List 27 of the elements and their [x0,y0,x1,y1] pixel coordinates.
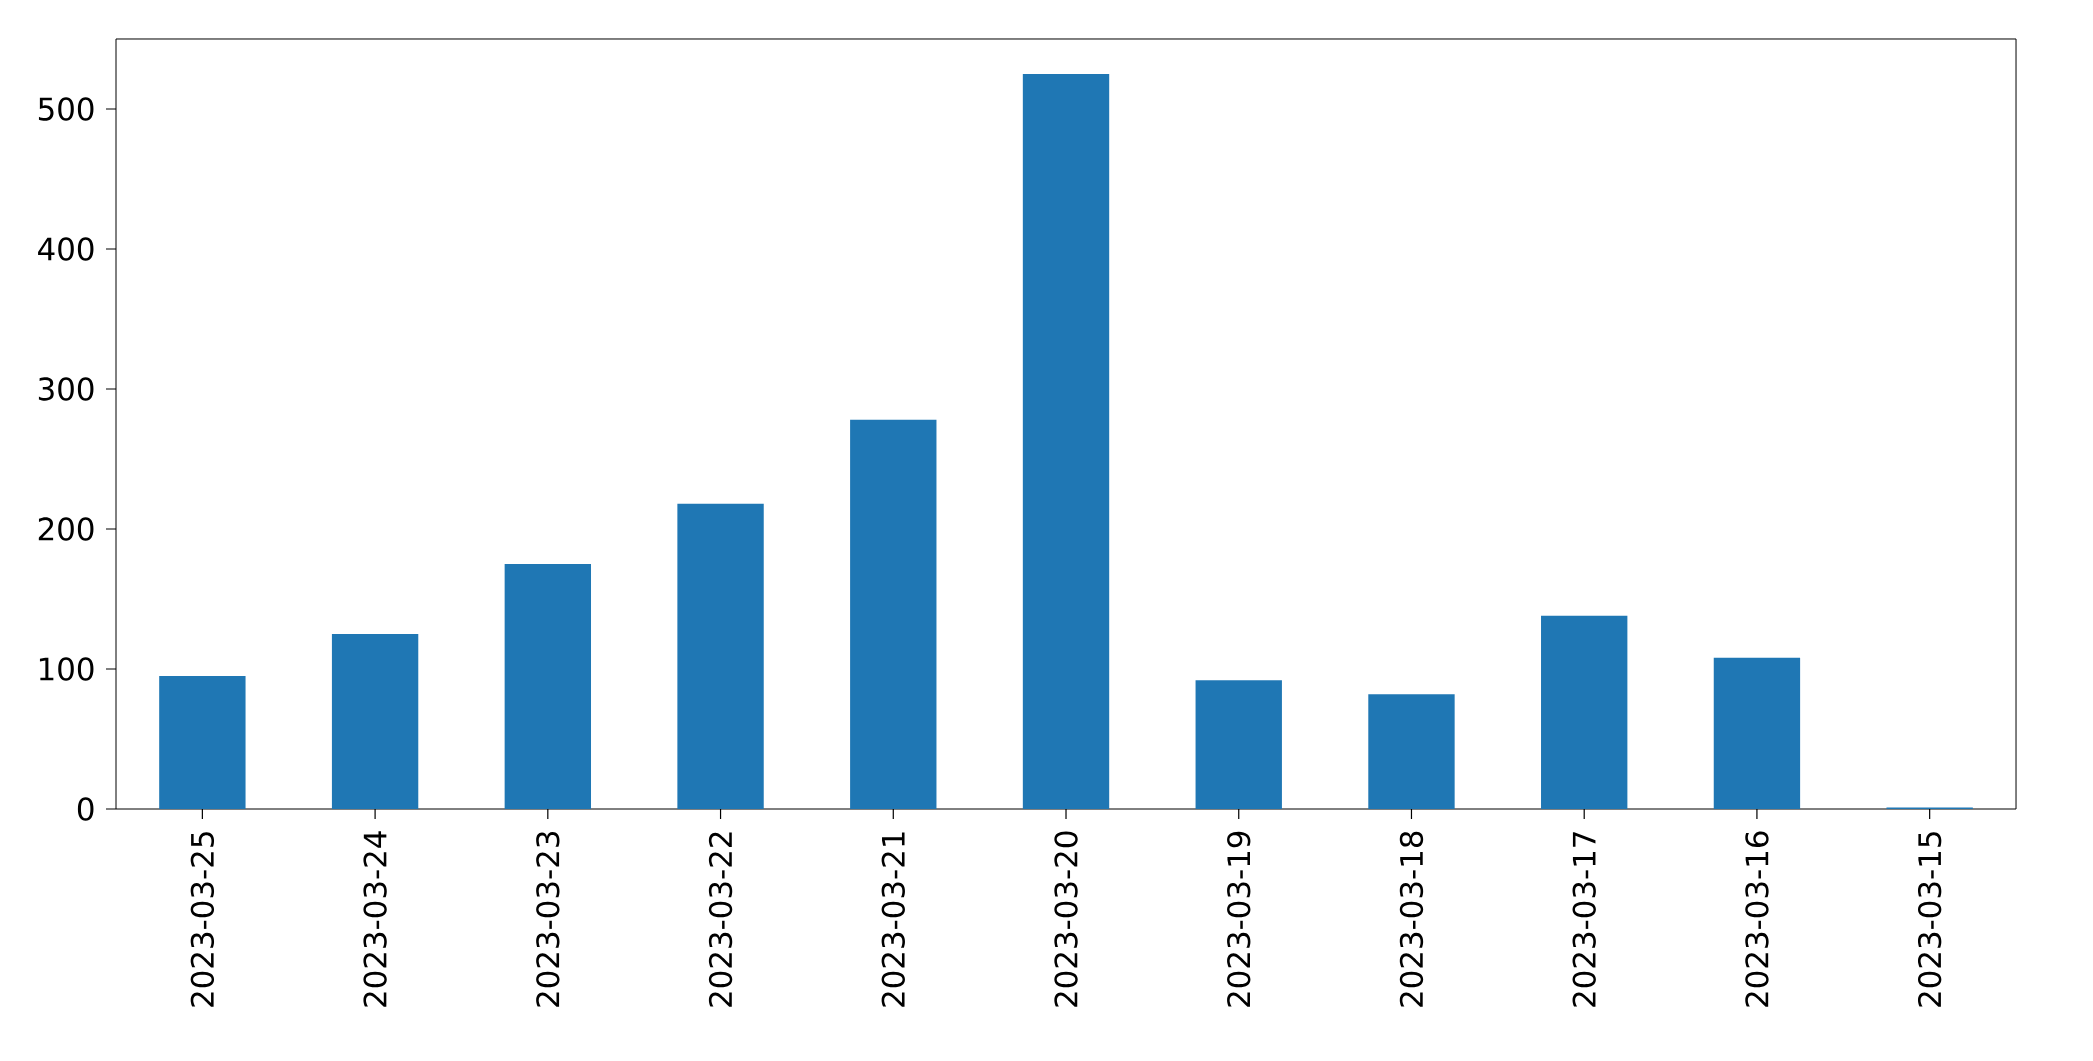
y-tick-label: 200 [38,517,94,541]
x-tick-label: 2023-03-22 [708,832,733,1007]
bar [331,634,419,809]
x-tick-label: 2023-03-16 [1745,831,1769,1007]
x-tick-label: 2023-03-24 [363,831,387,1007]
x-tick-label: 2023-03-19 [1227,831,1251,1007]
y-tick-label: 500 [38,97,94,121]
bar [504,564,592,809]
bar [1541,615,1628,809]
bar [850,419,937,809]
bar [159,676,246,809]
x-tick-label: 2023-03-18 [1399,831,1424,1007]
y-tick-label: 400 [38,237,94,261]
x-tick-label: 2023-03-23 [536,832,560,1007]
y-tick-label: 300 [38,377,94,401]
x-tick-label: 2023-03-20 [1054,831,1078,1007]
bar [1195,680,1282,809]
bar [677,503,764,809]
y-tick-label: 100 [39,657,94,681]
bar [1368,694,1455,809]
x-tick-label: 2023-03-25 [190,832,215,1007]
bar [1022,73,1110,809]
bar [1713,657,1801,809]
x-tick-label: 2023-03-21 [881,832,905,1007]
y-tick-label: 0 [77,797,94,821]
x-tick-label: 2023-03-17 [1572,832,1596,1007]
x-tick-label: 2023-03-15 [1917,832,1942,1007]
